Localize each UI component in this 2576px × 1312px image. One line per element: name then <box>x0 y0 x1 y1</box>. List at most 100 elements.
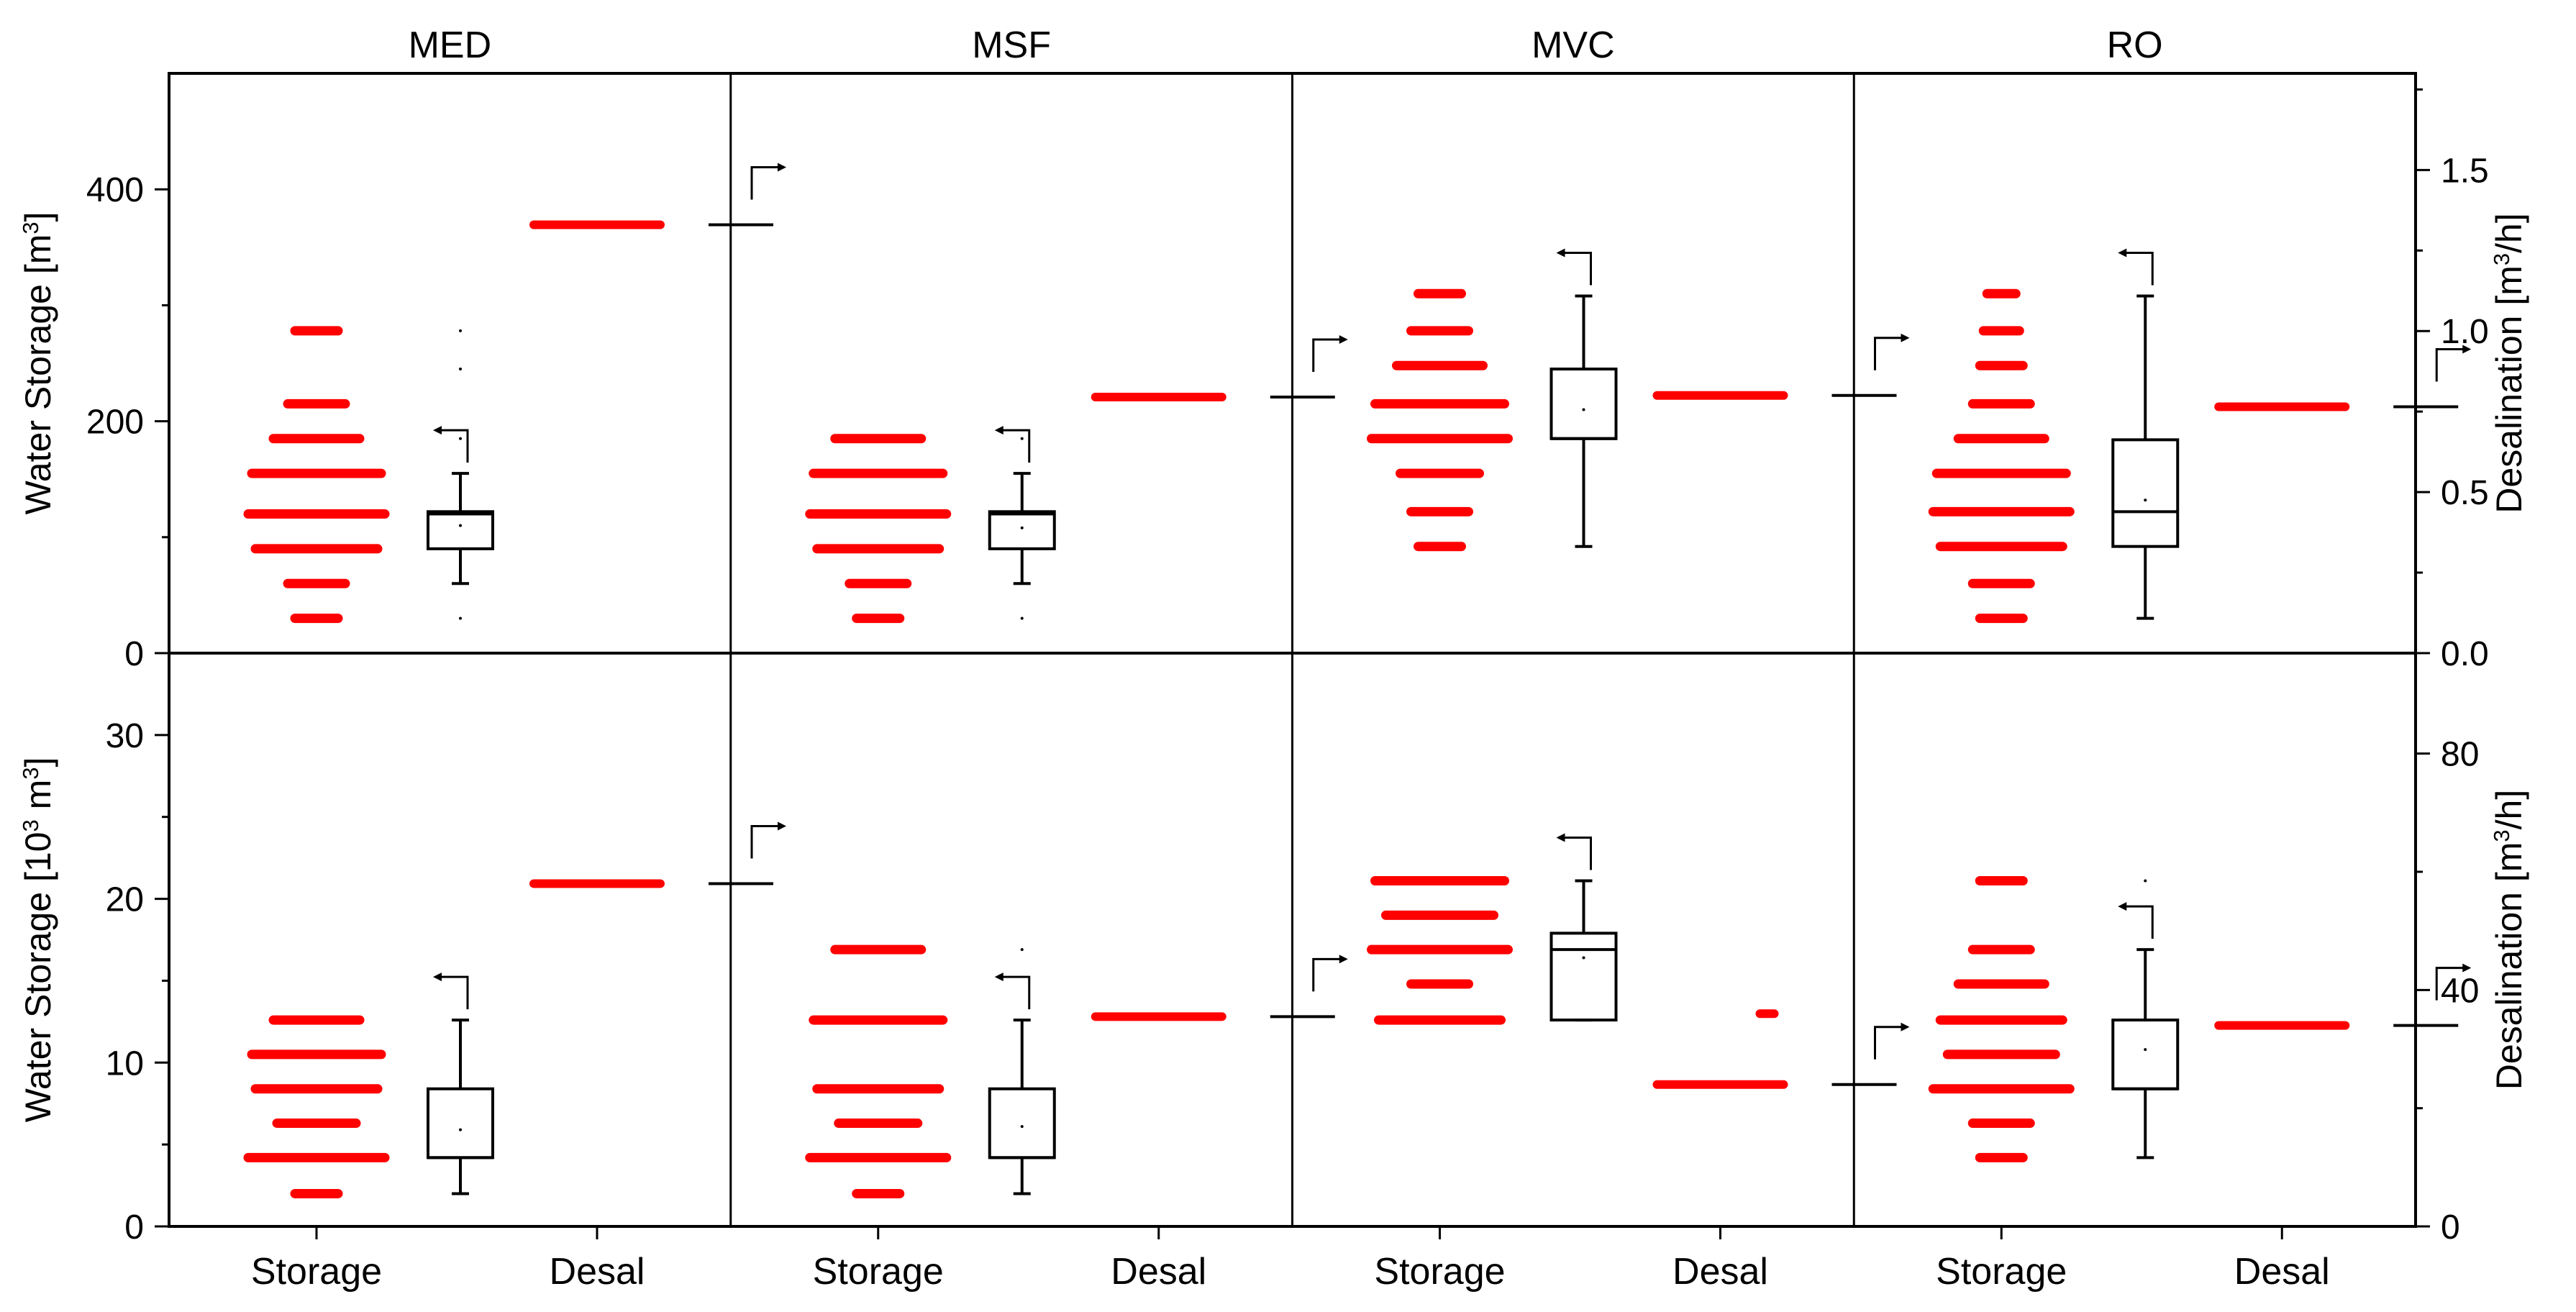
column-title-msf: MSF <box>972 24 1051 66</box>
left-axis-arrow <box>1000 975 1031 1010</box>
right-axis-tick-label: 1.5 <box>2441 152 2489 190</box>
left-axis-arrowhead <box>2118 902 2127 911</box>
storage-outlier <box>1020 437 1024 440</box>
x-category-label-storage: Storage <box>1374 1251 1505 1293</box>
left-axis-arrowhead <box>1556 833 1565 842</box>
right-axis-arrow <box>2435 347 2466 382</box>
left-axis-arrowhead <box>994 426 1003 435</box>
right-axis-arrowhead <box>1901 1022 1910 1031</box>
left-axis-title: Water Storage [103 m3] <box>18 757 59 1123</box>
x-category-label-storage: Storage <box>1936 1251 2067 1293</box>
axis-label-superscript: 3 <box>18 767 43 779</box>
storage-mean <box>1020 526 1024 529</box>
left-axis-tick-label: 30 <box>106 717 144 755</box>
storage-mean <box>1582 956 1585 960</box>
left-axis-tick-label: 0 <box>124 1208 144 1247</box>
left-axis-arrow <box>2124 905 2154 939</box>
right-axis-tick-label: 80 <box>2441 736 2479 774</box>
x-category-label-desal: Desal <box>1111 1251 1206 1293</box>
left-axis-tick-label: 20 <box>106 881 144 919</box>
right-axis-tick-label: 0 <box>2441 1208 2460 1247</box>
axis-label-part: /h] <box>2489 213 2529 253</box>
axis-label-part: /h] <box>2489 790 2529 830</box>
left-axis-tick-label: 0 <box>124 635 144 673</box>
left-axis-arrowhead <box>433 426 442 435</box>
left-axis-arrow <box>1562 252 1592 286</box>
storage-outlier <box>459 368 462 371</box>
left-axis-arrowhead <box>433 972 442 982</box>
left-axis-arrowhead <box>2118 248 2127 258</box>
storage-box <box>988 1087 1056 1160</box>
storage-outlier <box>459 616 462 620</box>
right-axis-arrow <box>2435 967 2466 1001</box>
axis-label-superscript: 3 <box>2489 829 2514 842</box>
right-axis-arrowhead <box>1901 333 1910 342</box>
storage-outlier <box>2144 879 2147 883</box>
x-category-label-storage: Storage <box>251 1251 382 1293</box>
right-axis-arrowhead <box>778 821 786 831</box>
storage-box <box>988 510 1056 550</box>
axis-label-part: Desalination [m <box>2489 842 2529 1090</box>
left-axis-tick-label: 200 <box>86 404 144 442</box>
storage-mean <box>459 1128 462 1131</box>
storage-outlier <box>459 329 462 332</box>
storage-box <box>1549 368 1618 440</box>
x-category-label-storage: Storage <box>813 1251 944 1293</box>
storage-mean <box>2144 1048 2147 1052</box>
left-axis-arrowhead <box>1556 248 1565 258</box>
right-axis-tick-label: 40 <box>2441 972 2479 1010</box>
storage-box <box>2111 1019 2180 1090</box>
right-axis-title: Desalination [m3/h] <box>2489 213 2530 513</box>
left-axis-arrow <box>1562 837 1592 870</box>
storage-mean <box>459 524 462 527</box>
right-axis-arrow <box>1312 338 1342 373</box>
column-title-ro: RO <box>2107 24 2163 66</box>
axis-label-superscript: 3 <box>18 819 43 832</box>
storage-mean <box>1020 1125 1024 1129</box>
x-category-label-desal: Desal <box>1672 1251 1768 1293</box>
storage-mean <box>1582 408 1585 411</box>
axis-label-part: Desalination [m <box>2489 265 2529 514</box>
right-axis-arrowhead <box>778 163 786 172</box>
right-axis-arrow <box>750 165 780 200</box>
axis-label-part: ] <box>18 211 58 222</box>
axis-label-superscript: 3 <box>18 222 43 234</box>
storage-outlier <box>459 437 462 440</box>
storage-mean <box>2144 498 2147 502</box>
left-axis-arrow <box>1000 429 1031 463</box>
left-axis-arrow <box>439 975 469 1010</box>
axis-label-part: Water Storage [10 <box>18 832 58 1123</box>
right-axis-arrowhead <box>2462 963 2472 972</box>
right-axis-arrowhead <box>1339 955 1348 964</box>
axis-label-part: m <box>18 780 58 820</box>
left-axis-tick-label: 10 <box>106 1044 144 1083</box>
right-axis-arrow <box>1312 957 1342 992</box>
left-axis-arrow <box>2124 252 2154 286</box>
storage-box <box>1549 931 1618 1022</box>
right-axis-title: Desalination [m3/h] <box>2489 790 2530 1090</box>
right-axis-tick-label: 0.5 <box>2441 474 2489 512</box>
right-axis-arrow <box>1874 337 1904 370</box>
storage-outlier <box>1020 616 1024 620</box>
storage-outlier <box>1020 948 1024 952</box>
x-category-label-desal: Desal <box>2234 1251 2330 1293</box>
left-axis-title: Water Storage [m3] <box>18 211 59 514</box>
right-axis-arrow <box>1874 1026 1904 1060</box>
storage-box <box>427 510 494 550</box>
column-title-med: MED <box>409 24 492 66</box>
x-category-label-desal: Desal <box>550 1251 645 1293</box>
left-axis-tick-label: 400 <box>86 171 144 209</box>
right-axis-arrowhead <box>2462 345 2472 354</box>
axis-label-part: ] <box>18 757 58 767</box>
left-axis-arrowhead <box>994 972 1003 982</box>
axis-label-part: Water Storage [m <box>18 234 58 515</box>
right-axis-arrowhead <box>1339 335 1348 345</box>
storage-box <box>427 1087 494 1160</box>
axis-label-superscript: 3 <box>2489 253 2514 265</box>
column-title-mvc: MVC <box>1532 24 1615 66</box>
right-axis-tick-label: 0.0 <box>2441 635 2489 673</box>
right-axis-tick-label: 1.0 <box>2441 313 2489 351</box>
left-axis-arrow <box>439 429 469 463</box>
right-axis-arrow <box>750 824 780 859</box>
